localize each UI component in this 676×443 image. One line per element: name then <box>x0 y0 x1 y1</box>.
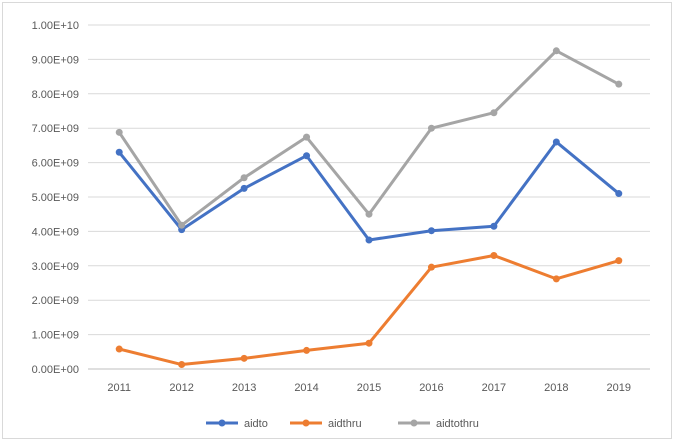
chart-frame <box>2 2 672 439</box>
legend-marker-aidto <box>218 419 226 427</box>
legend-label-aidthru: aidthru <box>328 418 362 430</box>
data-point-aidthru <box>115 345 123 353</box>
y-tick-label: 7.00E+09 <box>32 123 79 135</box>
legend-marker-aidtothru <box>410 419 418 427</box>
data-point-aidthru <box>178 361 186 369</box>
x-tick-label: 2018 <box>544 382 568 394</box>
data-point-aidthru <box>365 339 373 347</box>
data-point-aidthru <box>240 354 248 362</box>
y-tick-label: 1.00E+09 <box>32 330 79 342</box>
x-axis-tick-labels: 2011 2012 2013 2014 2015 2016 2017 2018 2019 <box>107 382 631 394</box>
data-point-aidtothru <box>490 109 498 117</box>
data-point-aidto <box>115 148 123 156</box>
data-point-aidtothru <box>615 80 623 88</box>
data-point-aidthru <box>303 346 311 354</box>
y-axis-tick-labels: 0.00E+00 1.00E+09 2.00E+09 3.00E+09 4.00E+09… <box>32 20 79 376</box>
data-point-aidtothru <box>365 210 373 218</box>
legend-label-aidto: aidto <box>244 418 268 430</box>
data-point-aidtothru <box>552 47 560 55</box>
data-point-aidthru <box>490 251 498 259</box>
data-point-aidto <box>490 222 498 230</box>
legend-marker-aidthru <box>302 419 310 427</box>
data-point-aidto <box>552 138 560 146</box>
data-point-aidto <box>240 184 248 192</box>
x-tick-label: 2019 <box>607 382 631 394</box>
data-point-aidto <box>427 227 435 235</box>
y-tick-label: 8.00E+09 <box>32 89 79 101</box>
x-tick-label: 2011 <box>107 382 131 394</box>
y-tick-label: 3.00E+09 <box>32 261 79 273</box>
series-line-aidthru <box>117 253 621 367</box>
legend-label-aidtothru: aidtothru <box>436 418 479 430</box>
series-line-aidto <box>117 140 621 242</box>
data-point-aidtothru <box>240 174 248 182</box>
x-tick-label: 2013 <box>232 382 256 394</box>
data-point-aidthru <box>552 275 560 283</box>
data-point-aidtothru <box>115 128 123 136</box>
data-point-aidto <box>303 152 311 160</box>
legend: aidto aidthru aidtothru <box>206 418 479 430</box>
data-point-aidthru <box>615 257 623 265</box>
x-tick-label: 2017 <box>482 382 506 394</box>
data-point-aidthru <box>427 263 435 271</box>
y-tick-label: 2.00E+09 <box>32 295 79 307</box>
x-tick-label: 2015 <box>357 382 381 394</box>
data-point-aidto <box>365 236 373 244</box>
x-tick-label: 2012 <box>169 382 193 394</box>
series-line-aidtothru <box>117 49 621 227</box>
x-tick-label: 2016 <box>419 382 443 394</box>
gridlines <box>88 24 650 370</box>
data-point-aidtothru <box>303 133 311 141</box>
data-point-aidtothru <box>178 221 186 229</box>
y-tick-label: 4.00E+09 <box>32 226 79 238</box>
y-tick-label: 6.00E+09 <box>32 158 79 170</box>
data-point-aidtothru <box>427 124 435 132</box>
y-tick-label: 1.00E+10 <box>32 20 79 32</box>
y-tick-label: 9.00E+09 <box>32 54 79 66</box>
series-lines <box>115 47 623 369</box>
y-tick-label: 5.00E+09 <box>32 192 79 204</box>
y-tick-label: 0.00E+00 <box>32 364 79 376</box>
x-tick-label: 2014 <box>294 382 318 394</box>
data-point-aidto <box>615 190 623 198</box>
